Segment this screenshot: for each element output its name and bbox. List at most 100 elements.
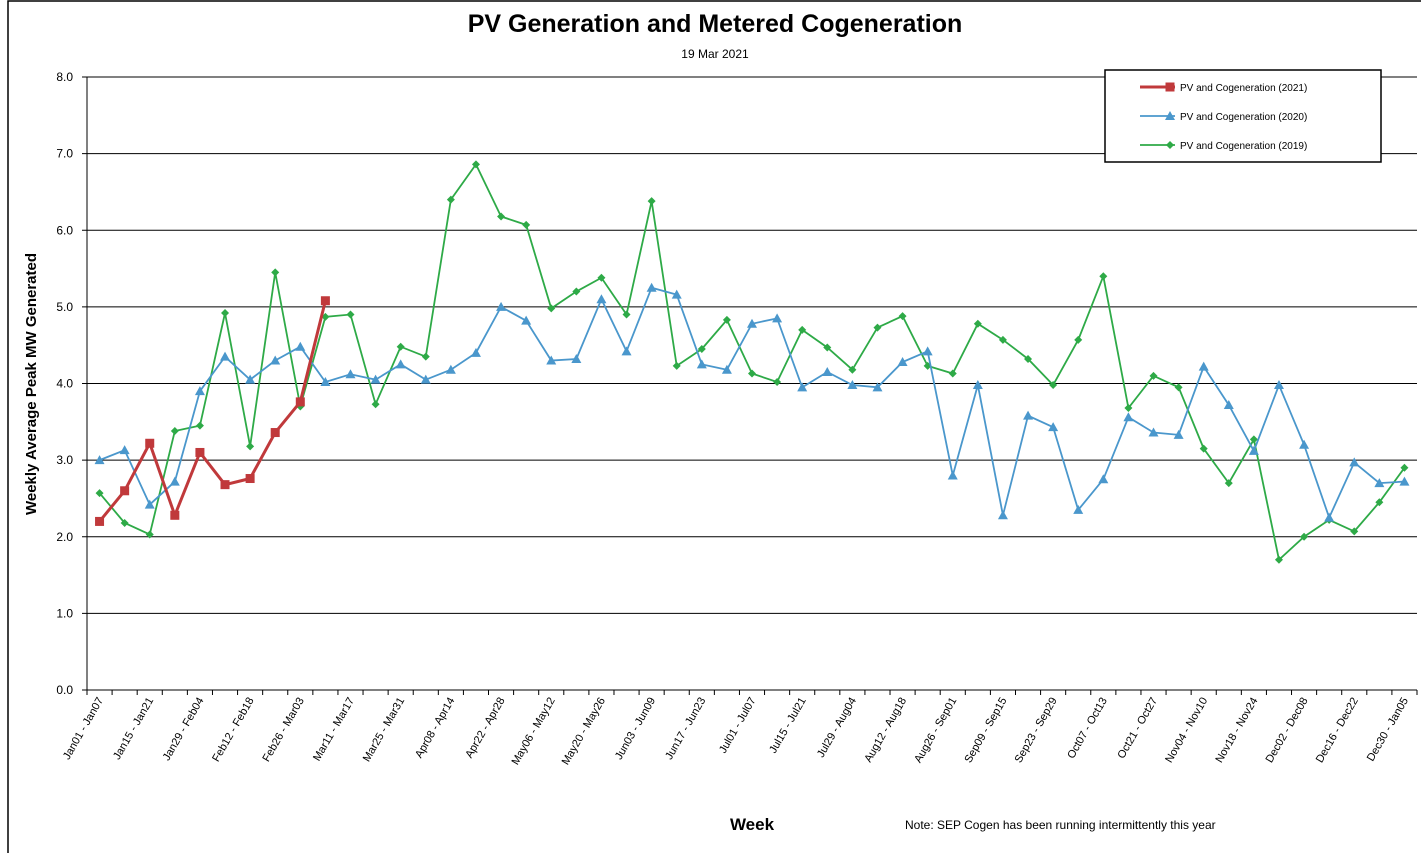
- x-tick-label: Jan15 - Jan21: [111, 696, 156, 762]
- legend-marker: [1166, 141, 1174, 149]
- point: [120, 518, 129, 527]
- legend: PV and Cogeneration (2021) PV and Cogener…: [1104, 69, 1382, 163]
- point: [1199, 444, 1208, 453]
- point: [1174, 383, 1183, 392]
- point: [973, 319, 982, 328]
- point: [672, 361, 681, 370]
- y-tick-label: 6.0: [56, 223, 73, 237]
- x-tick-label: Aug12 - Aug18: [862, 696, 909, 765]
- x-tick-label: Aug26 - Sep01: [912, 695, 959, 765]
- x-tick-label: Jul15 - Jul21: [767, 696, 809, 756]
- x-tick-label: Nov04 - Nov10: [1163, 696, 1210, 766]
- point: [1274, 555, 1283, 564]
- point: [1350, 527, 1359, 536]
- point: [445, 364, 456, 374]
- y-tick-label: 8.0: [56, 70, 73, 84]
- x-tick-label: Mar25 - Mar31: [361, 696, 407, 764]
- point: [972, 380, 983, 390]
- x-tick-label: Jan01 - Jan07: [61, 696, 106, 762]
- point: [572, 287, 581, 296]
- point: [1299, 439, 1310, 449]
- point: [370, 374, 381, 384]
- point: [194, 386, 205, 396]
- x-tick-label: Apr08 - Apr14: [413, 696, 457, 761]
- x-tick-label: May06 - May12: [510, 696, 558, 768]
- point: [496, 301, 507, 311]
- point: [1300, 532, 1309, 541]
- point: [522, 220, 531, 229]
- y-tick-label: 1.0: [56, 606, 73, 620]
- point: [798, 325, 807, 334]
- point: [271, 268, 280, 277]
- point: [872, 382, 883, 392]
- chart-frame: [7, 0, 1421, 853]
- legend-marker: [1165, 82, 1175, 92]
- point: [95, 516, 105, 526]
- point: [1324, 512, 1335, 522]
- point: [471, 160, 480, 169]
- point: [621, 346, 632, 356]
- point: [497, 212, 506, 221]
- point: [873, 323, 882, 332]
- chart-title: PV Generation and Metered Cogeneration: [468, 10, 963, 38]
- x-tick-label: Sep23 - Sep29: [1013, 696, 1060, 766]
- point: [1374, 478, 1385, 488]
- point: [1249, 435, 1258, 444]
- point: [270, 428, 280, 438]
- point: [898, 312, 907, 321]
- x-tick-label: Sep09 - Sep15: [962, 695, 1009, 765]
- point: [95, 489, 104, 498]
- point: [346, 310, 355, 319]
- point: [1149, 371, 1158, 380]
- point: [1273, 380, 1284, 390]
- point: [220, 351, 231, 361]
- point: [195, 421, 204, 430]
- point: [1400, 463, 1409, 472]
- legend-label: PV and Cogeneration (2019): [1180, 141, 1307, 152]
- series-line: [98, 162, 1406, 562]
- x-tick-label: Jun03 - Jun09: [613, 696, 658, 762]
- point: [270, 355, 281, 365]
- point: [220, 480, 230, 490]
- point: [246, 442, 255, 451]
- x-tick-label: Oct21 - Oct27: [1115, 696, 1160, 761]
- point: [596, 294, 607, 304]
- point: [847, 380, 858, 390]
- x-tick-label: Apr22 - Apr28: [463, 696, 507, 761]
- point: [747, 318, 757, 328]
- point: [547, 304, 556, 313]
- y-tick-label: 2.0: [56, 530, 73, 544]
- y-tick-label: 7.0: [56, 147, 73, 161]
- point: [169, 476, 180, 486]
- point: [1375, 498, 1384, 507]
- legend-label: PV and Cogeneration (2020): [1180, 112, 1307, 123]
- point: [1124, 404, 1133, 413]
- point: [571, 353, 582, 363]
- point: [94, 455, 105, 465]
- point: [195, 447, 205, 457]
- point: [546, 355, 557, 365]
- x-tick-label: Feb26 - Mar03: [260, 696, 306, 764]
- series-line: [98, 300, 327, 523]
- point: [1074, 335, 1083, 344]
- point: [697, 345, 706, 354]
- x-tick-label: Jan29 - Feb04: [161, 696, 207, 763]
- point: [421, 352, 430, 361]
- x-tick-label: Dec30 - Jan05: [1365, 696, 1411, 764]
- point: [997, 510, 1008, 520]
- point: [797, 382, 808, 392]
- point: [470, 347, 481, 357]
- point: [396, 342, 405, 351]
- point: [622, 310, 631, 319]
- point: [1349, 457, 1360, 467]
- x-tick-label: Feb12 - Feb18: [210, 696, 256, 764]
- point: [671, 289, 682, 299]
- point: [823, 343, 832, 352]
- point: [1399, 476, 1410, 486]
- x-tick-label: Jul01 - Jul07: [717, 696, 759, 756]
- point: [145, 438, 155, 448]
- point: [295, 341, 306, 351]
- point: [721, 364, 732, 374]
- point: [1099, 272, 1108, 281]
- point: [446, 195, 455, 204]
